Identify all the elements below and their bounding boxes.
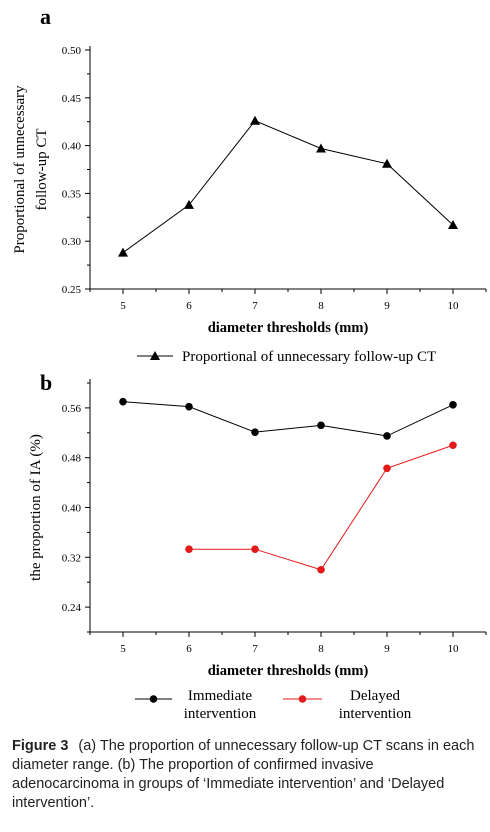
legend-marker — [149, 695, 158, 703]
data-point — [449, 400, 457, 409]
x-tick-label: 10 — [448, 643, 460, 655]
data-point — [448, 219, 458, 229]
data-point — [449, 441, 457, 450]
y-tick-label: 0.40 — [62, 141, 82, 153]
legend-marker — [150, 351, 160, 360]
x-tick-label: 9 — [384, 300, 390, 312]
y-tick-label: 0.30 — [62, 236, 82, 248]
x-tick-label: 5 — [120, 300, 126, 312]
y-tick-label: 0.25 — [62, 284, 82, 296]
data-point — [317, 421, 325, 430]
data-point — [119, 397, 127, 406]
y-tick-label: 0.32 — [62, 552, 81, 564]
x-tick-label: 10 — [448, 300, 460, 312]
y-tick-label: 0.50 — [62, 45, 82, 57]
legend-marker — [298, 695, 307, 703]
data-point — [317, 565, 325, 574]
series-line — [189, 444, 454, 571]
legend-label: Immediate — [188, 688, 252, 704]
y-tick-label: 0.45 — [62, 93, 82, 105]
y-tick-label: 0.40 — [62, 503, 82, 515]
y-axis-label: the proportion of IA (%) — [28, 434, 44, 581]
panel-label: a — [40, 4, 51, 29]
data-point — [118, 247, 128, 257]
panel-label: b — [40, 370, 52, 395]
x-tick-label: 6 — [186, 643, 192, 655]
series-line — [122, 401, 454, 437]
data-point — [185, 402, 193, 411]
y-tick-label: 0.56 — [62, 403, 82, 415]
data-point — [382, 158, 392, 168]
data-point — [251, 545, 259, 554]
x-tick-label: 8 — [318, 643, 324, 655]
x-axis-label: diameter thresholds (mm) — [208, 663, 369, 679]
x-axis-label: diameter thresholds (mm) — [208, 320, 369, 336]
caption-text: (a) The proportion of unnecessary follow… — [12, 738, 475, 811]
legend-label: intervention — [184, 706, 257, 720]
data-point — [250, 115, 260, 125]
panel-a: a 0.25 0.30 0.35 0.40 0.45 0.50 5 6 7 8 9 10 diameter… — [12, 4, 487, 365]
data-point — [316, 143, 326, 153]
data-point — [383, 432, 391, 440]
figure-caption: Figure 3 (a) The proportion of unnecessar… — [12, 737, 482, 813]
x-tick-label: 9 — [384, 643, 390, 655]
figure-canvas: a 0.25 0.30 0.35 0.40 0.45 0.50 5 6 7 8 9 10 diameter… — [12, 4, 487, 720]
x-tick-label: 7 — [252, 643, 258, 655]
y-axis-label: follow-up CT — [34, 128, 50, 210]
x-tick-label: 5 — [120, 643, 126, 655]
legend-label: intervention — [339, 706, 412, 720]
y-tick-label: 0.48 — [62, 453, 82, 465]
legend-label: Delayed — [350, 688, 400, 704]
y-tick-label: 0.35 — [62, 188, 82, 200]
series-line — [122, 120, 454, 254]
x-tick-label: 8 — [318, 300, 324, 312]
data-point — [185, 545, 193, 554]
legend-label: Proportional of unnecessary follow-up CT — [182, 349, 436, 365]
panel-b: b 0.24 0.32 0.40 0.48 0.56 5 6 7 8 9 10 diameter thr… — [28, 370, 487, 720]
data-point — [251, 428, 259, 436]
data-point — [383, 464, 391, 473]
x-tick-label: 6 — [186, 300, 192, 312]
caption-label: Figure 3 — [12, 738, 69, 754]
x-tick-label: 7 — [252, 300, 258, 312]
y-axis-label: Proportional of unnecessary — [12, 85, 28, 254]
data-point — [184, 199, 194, 209]
y-tick-label: 0.24 — [62, 602, 82, 614]
